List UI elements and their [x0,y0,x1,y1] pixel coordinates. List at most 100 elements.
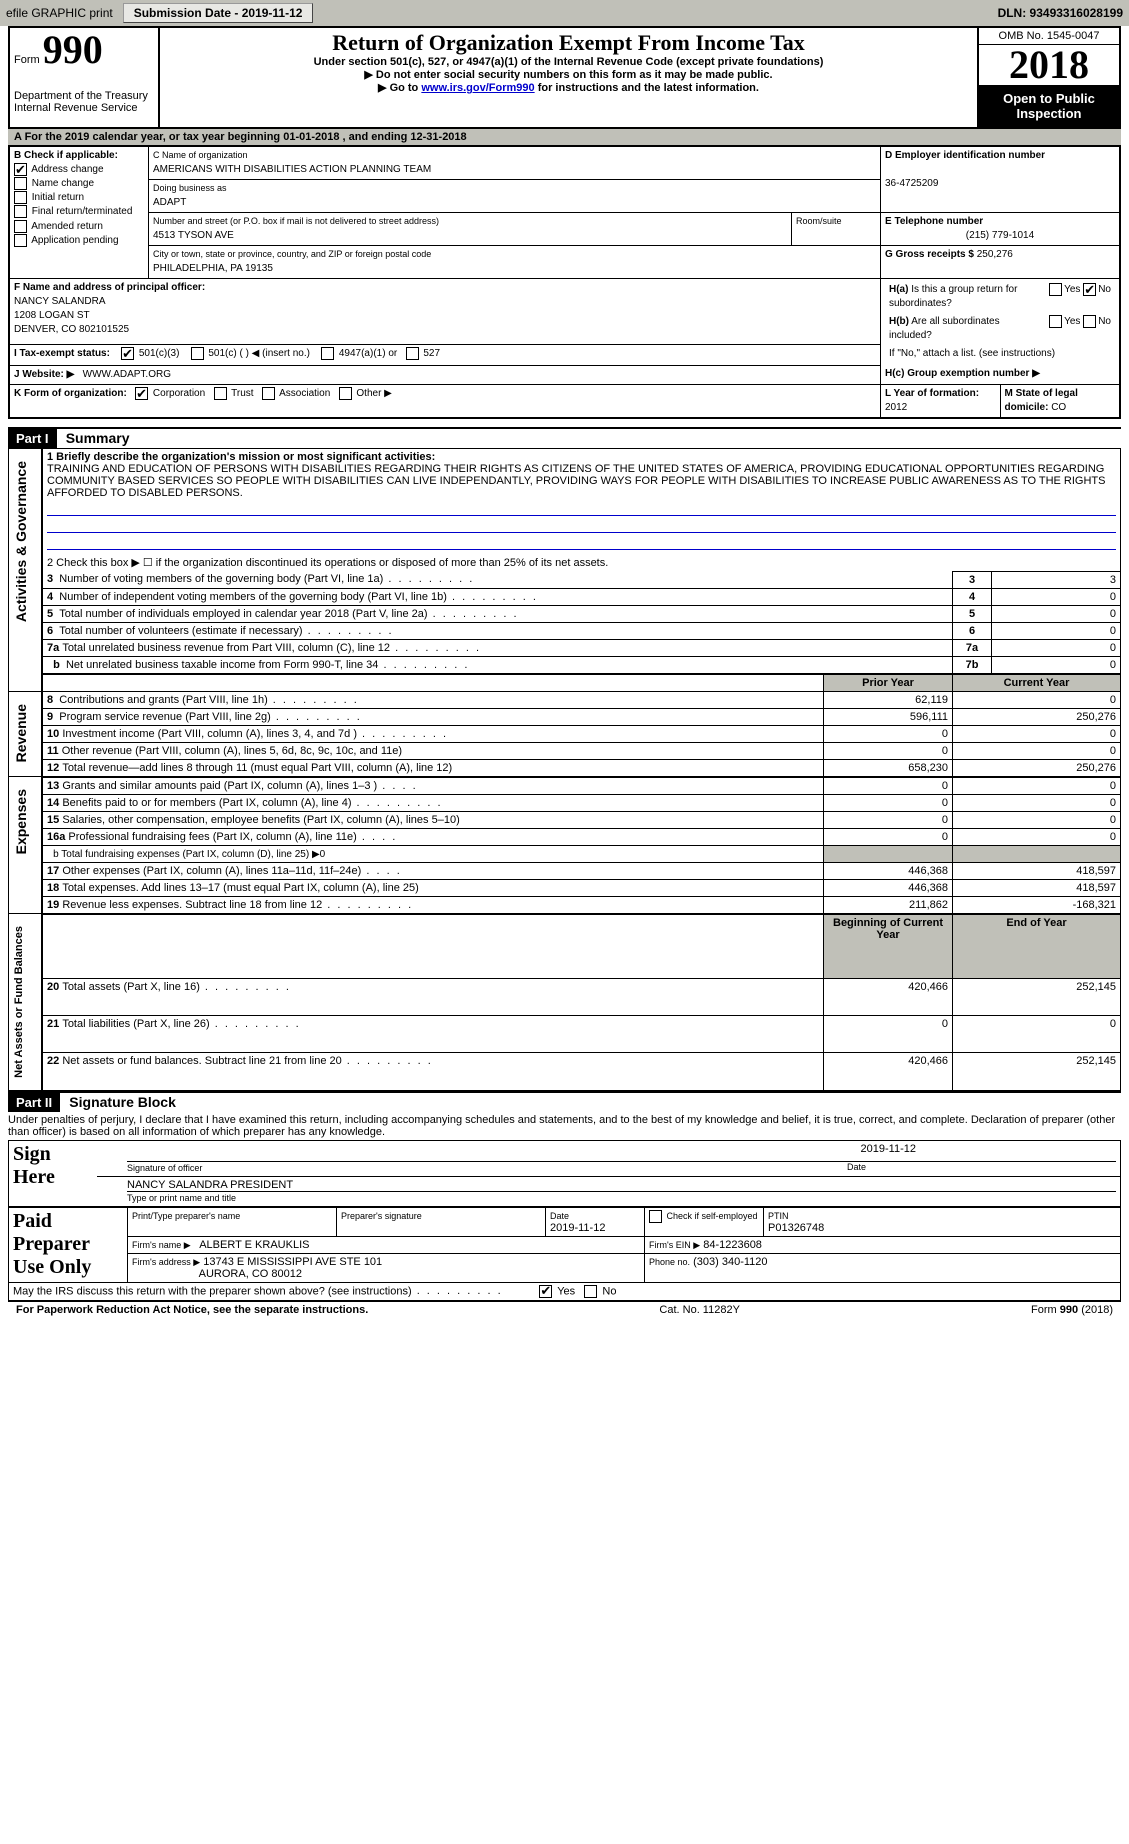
rev-row-12-curr: 250,276 [953,759,1121,777]
line16b-text: b Total fundraising expenses (Part IX, c… [53,849,325,860]
rev-row-8-curr: 0 [953,691,1121,708]
name-change-checkbox[interactable] [14,177,27,190]
netassets-vert-label: Net Assets or Fund Balances [13,916,25,1088]
preparer-table: Paid Preparer Use Only Print/Type prepar… [8,1207,1121,1301]
other-label: Other ▶ [356,388,391,399]
501c-checkbox[interactable] [191,347,204,360]
form-subtitle2: ▶ Do not enter social security numbers o… [164,68,973,81]
org-name: AMERICANS WITH DISABILITIES ACTION PLANN… [153,164,431,175]
part1-header: Part I [8,429,57,448]
discuss-yes-checkbox[interactable] [539,1285,552,1298]
net-row-21-label: Total liabilities (Part X, line 26) [62,1018,300,1030]
row-a: A For the 2019 calendar year, or tax yea… [8,129,1121,145]
ha-no: No [1098,284,1111,295]
4947-checkbox[interactable] [321,347,334,360]
firm-addr1-value: 13743 E MISSISSIPPI AVE STE 101 [203,1256,382,1268]
rev-row-11-curr: 0 [953,742,1121,759]
rev-row-8-prior: 62,119 [824,691,953,708]
dept-irs: Internal Revenue Service [14,102,154,114]
addr-change-checkbox[interactable] [14,163,27,176]
irs-link[interactable]: www.irs.gov/Form990 [421,82,534,94]
initial-checkbox[interactable] [14,191,27,204]
self-employed-checkbox[interactable] [649,1210,662,1223]
gross-receipts: 250,276 [977,249,1013,260]
dba-label: Doing business as [153,183,227,193]
hb-no-checkbox[interactable] [1083,315,1096,328]
section-e-label: E Telephone number [885,216,983,227]
footer-mid: Cat. No. 11282Y [659,1304,740,1316]
rev-row-9-prior: 596,111 [824,708,953,725]
row-a-pre: A For the 2019 calendar year, or tax yea… [14,131,283,143]
sig-officer-label: Signature of officer [127,1163,202,1173]
gov-row-6-box: 6 [953,622,992,639]
prep-name-label: Print/Type preparer's name [132,1211,240,1221]
firm-phone-label: Phone no. [649,1257,690,1267]
form-prefix: Form [14,54,40,66]
corp-checkbox[interactable] [135,387,148,400]
firm-phone-value: (303) 340-1120 [693,1256,767,1268]
subtitle3-pre: ▶ Go to [378,82,421,94]
gov-row-4-val: 0 [992,588,1121,605]
trust-checkbox[interactable] [214,387,227,400]
exp-row-17-prior: 446,368 [824,862,953,879]
amended-checkbox[interactable] [14,220,27,233]
efile-label: efile GRAPHIC print [6,6,113,20]
prep-sig-label: Preparer's signature [341,1211,422,1221]
exp-row-17-label: Other expenses (Part IX, column (A), lin… [62,865,401,877]
entity-info-table: B Check if applicable: Address change Na… [8,145,1121,419]
rev-row-11-label: Other revenue (Part VIII, column (A), li… [62,745,402,757]
net-row-22-prior: 420,466 [824,1053,953,1090]
gov-row-6-label: Total number of volunteers (estimate if … [59,625,393,637]
corp-label: Corporation [153,388,205,399]
exp-row-18-curr: 418,597 [953,879,1121,896]
exp-row-15-prior: 0 [824,811,953,828]
527-checkbox[interactable] [406,347,419,360]
open-public-label: Open to Public Inspection [979,85,1119,127]
ha-no-checkbox[interactable] [1083,283,1096,296]
hb-yes-checkbox[interactable] [1049,315,1062,328]
part2-title: Signature Block [69,1094,176,1110]
section-b-heading: B Check if applicable: [14,150,118,161]
header-table: Form 990 Department of the Treasury Inte… [8,26,1121,129]
final-checkbox[interactable] [14,205,27,218]
discuss-no: No [602,1285,616,1297]
line2-text: 2 Check this box ▶ ☐ if the organization… [42,554,1121,572]
form-container: Form 990 Department of the Treasury Inte… [0,26,1129,1336]
perjury-text: Under penalties of perjury, I declare th… [8,1112,1121,1140]
exp-row-13-prior: 0 [824,777,953,795]
section-j-label: J Website: ▶ [14,369,74,380]
assoc-checkbox[interactable] [262,387,275,400]
top-bar: efile GRAPHIC print Submission Date - 20… [0,0,1129,26]
gov-row-7a-label: Total unrelated business revenue from Pa… [62,642,481,654]
firm-addr2-value: AURORA, CO 80012 [199,1268,302,1280]
app-pending-checkbox[interactable] [14,234,27,247]
rev-row-10-label: Investment income (Part VIII, column (A)… [62,728,448,740]
exp-row-13-curr: 0 [953,777,1121,795]
ha-yes-checkbox[interactable] [1049,283,1062,296]
exp-row-15-curr: 0 [953,811,1121,828]
discuss-no-checkbox[interactable] [584,1285,597,1298]
footer-right-bold: 990 [1060,1304,1078,1316]
rev-row-9-label: Program service revenue (Part VIII, line… [59,711,362,723]
other-checkbox[interactable] [339,387,352,400]
net-row-20-prior: 420,466 [824,978,953,1015]
net-row-22-curr: 252,145 [953,1053,1121,1090]
exp-row-14-label: Benefits paid to or for members (Part IX… [62,797,442,809]
rev-row-10-prior: 0 [824,725,953,742]
501c3-checkbox[interactable] [121,347,134,360]
submission-date-button[interactable]: Submission Date - 2019-11-12 [123,3,314,23]
sig-date-value: 2019-11-12 [861,1143,916,1155]
prep-date-label: Date [550,1211,569,1221]
section-f-label: F Name and address of principal officer: [14,282,205,293]
gov-row-4-box: 4 [953,588,992,605]
section-g-label: G Gross receipts $ [885,249,974,260]
tax-year: 2018 [979,45,1119,85]
prep-date-value: 2019-11-12 [550,1222,605,1234]
current-year-header: Current Year [953,674,1121,692]
begin-year-header: Beginning of Current Year [824,914,953,979]
rev-row-11-prior: 0 [824,742,953,759]
section-c-label: C Name of organization [153,150,248,160]
governance-vert-label: Activities & Governance [13,451,29,632]
gov-row-7b-label: Net unrelated business taxable income fr… [66,659,469,671]
officer-name: NANCY SALANDRA [14,296,106,307]
